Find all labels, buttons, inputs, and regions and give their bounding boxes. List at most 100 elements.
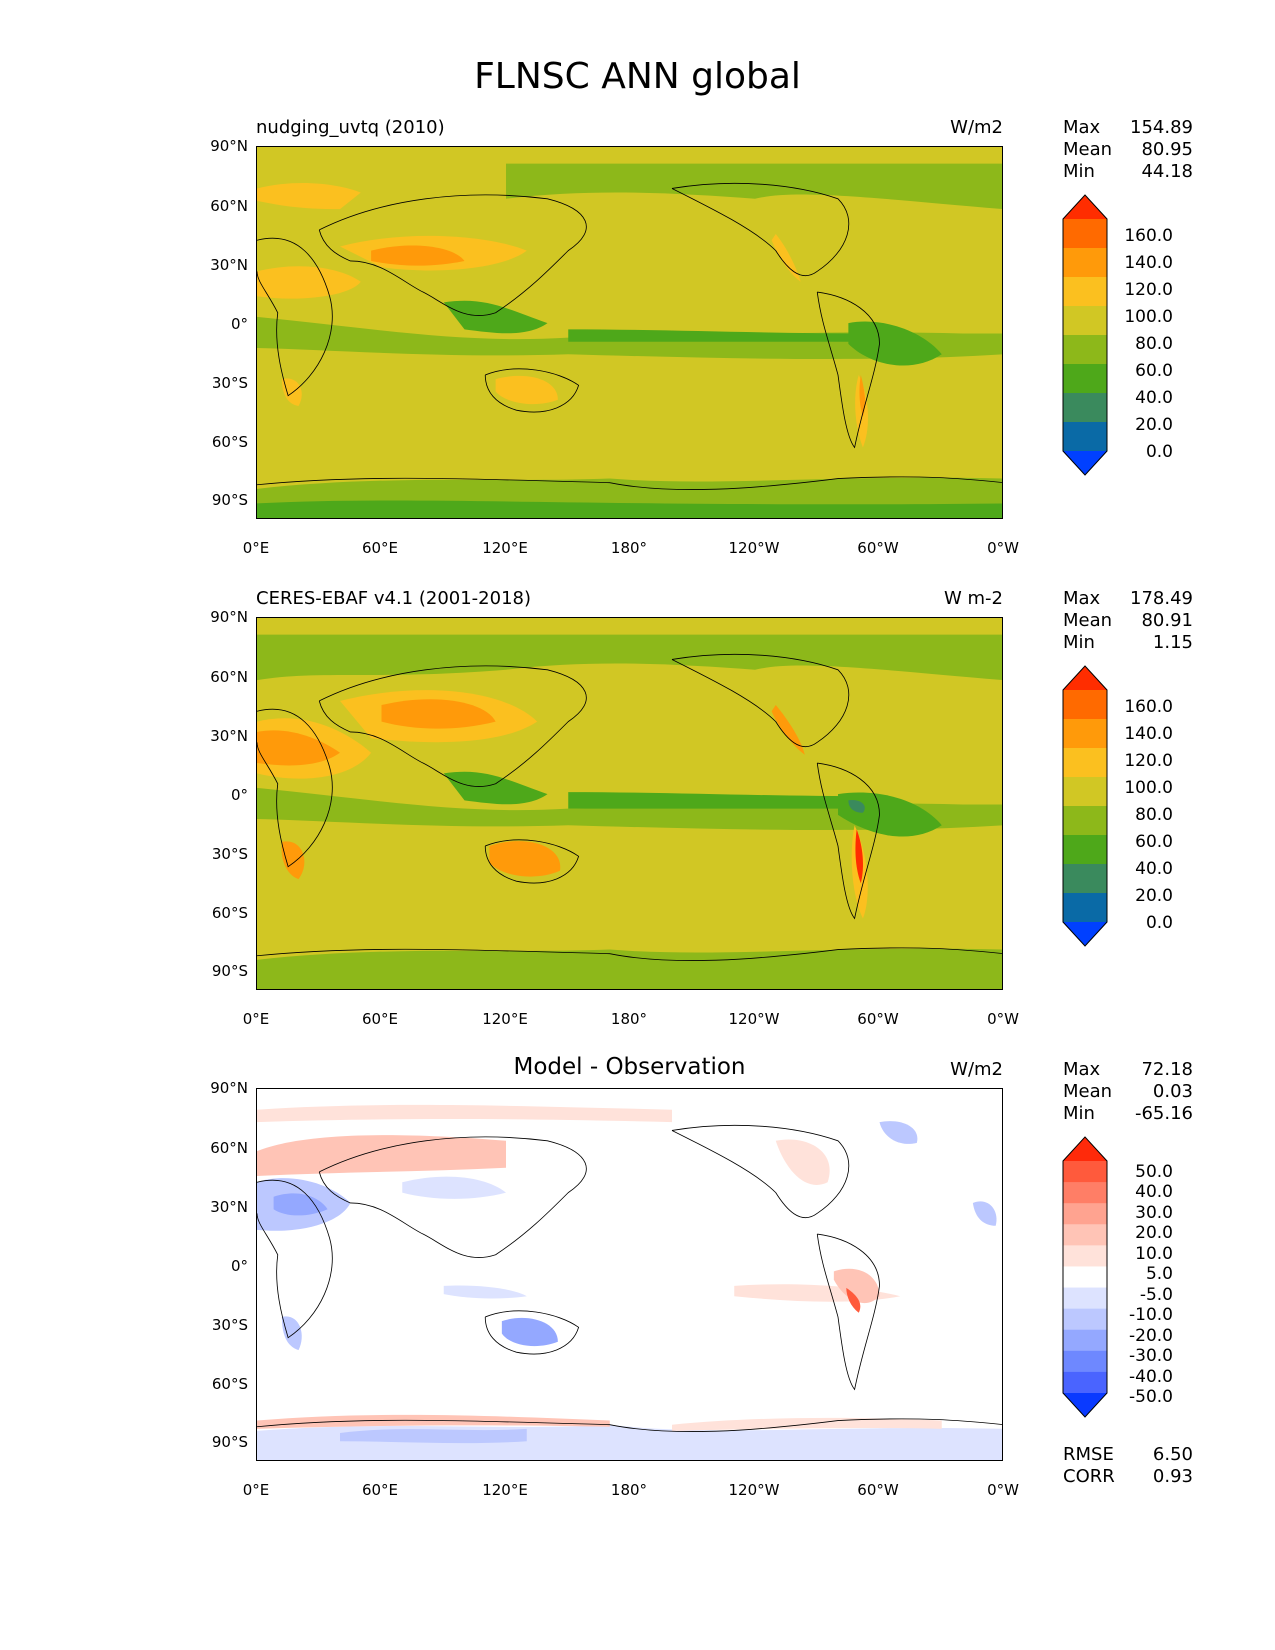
colorbar-segment xyxy=(1063,1161,1107,1183)
colorbar-label: 20.0 xyxy=(1135,1223,1173,1243)
lat-tick-label: 90°S xyxy=(211,491,248,509)
colorbar-segment xyxy=(1063,306,1107,336)
lat-tick-label: 90°S xyxy=(211,962,248,980)
colorbar-label: 60.0 xyxy=(1135,361,1173,381)
colorbar-label: 40.0 xyxy=(1135,859,1173,879)
lat-tick-label: 30°N xyxy=(210,256,248,274)
map-diff xyxy=(256,1088,1003,1461)
colorbar-label: 120.0 xyxy=(1124,280,1173,300)
colorbar-label: -40.0 xyxy=(1129,1367,1173,1387)
figure-title: FLNSC ANN global xyxy=(474,56,801,97)
lon-tick-label: 120°E xyxy=(482,539,528,557)
metric-corr: 0.93 xyxy=(1152,1466,1193,1487)
panel-title-center: Model - Observation xyxy=(513,1054,746,1080)
colorbar-label: 30.0 xyxy=(1135,1203,1173,1223)
colorbar-label: -5.0 xyxy=(1139,1285,1173,1305)
colorbar-segment xyxy=(1063,364,1107,394)
stats-block: Max 178.49 Mean 80.91 Min 1.15 xyxy=(1063,588,1193,654)
colorbar-extend-max xyxy=(1063,1137,1107,1161)
colorbar-svg xyxy=(1062,1136,1108,1418)
stat-min: 1.15 xyxy=(1152,632,1193,653)
stat-label: Mean xyxy=(1063,1081,1113,1102)
colorbar-segment xyxy=(1063,748,1107,778)
stat-label: Min xyxy=(1063,1103,1095,1124)
map-svg-obs xyxy=(257,618,1002,989)
colorbar-segment xyxy=(1063,1266,1107,1289)
colorbar-segment xyxy=(1063,335,1107,365)
colorbar-segment xyxy=(1063,1329,1107,1352)
colorbar-label: 60.0 xyxy=(1135,832,1173,852)
stat-min: 44.18 xyxy=(1141,161,1193,182)
lon-tick-label: 60°E xyxy=(361,539,399,557)
stat-label: Max xyxy=(1063,1059,1101,1080)
colorbar-label: 100.0 xyxy=(1124,307,1173,327)
lat-tick-label: 90°N xyxy=(210,1079,248,1097)
lat-tick-label: 90°N xyxy=(210,137,248,155)
colorbar-label: 80.0 xyxy=(1135,805,1173,825)
lat-tick-label: 30°S xyxy=(211,845,248,863)
stat-mean: 80.91 xyxy=(1141,610,1193,631)
colorbar-label: 40.0 xyxy=(1135,1182,1173,1202)
colorbar-segment xyxy=(1063,777,1107,807)
colorbar-extend-max xyxy=(1063,195,1107,219)
colorbar-extend-max xyxy=(1063,666,1107,690)
colorbar-outline xyxy=(1062,665,1108,947)
stat-label: Mean xyxy=(1063,610,1113,631)
colorbar-label: -30.0 xyxy=(1129,1346,1173,1366)
stat-max: 178.49 xyxy=(1130,588,1193,609)
colorbar-label: 5.0 xyxy=(1145,1264,1173,1284)
lat-tick-label: 0° xyxy=(230,315,248,333)
stat-mean: 0.03 xyxy=(1152,1081,1193,1102)
lat-tick-label: 30°S xyxy=(211,1316,248,1334)
colorbar-segment xyxy=(1063,864,1107,894)
lon-tick-label: 120°W xyxy=(728,1481,780,1499)
stat-label: Mean xyxy=(1063,139,1113,160)
colorbar-segment xyxy=(1063,422,1107,452)
colorbar-outline xyxy=(1062,194,1108,476)
colorbar-label: -10.0 xyxy=(1129,1305,1173,1325)
colorbar-segment xyxy=(1063,835,1107,865)
colorbar-outline xyxy=(1062,1136,1108,1418)
lat-tick-label: 60°S xyxy=(211,904,248,922)
panel-model: nudging_uvtq (2010) W/m2 xyxy=(0,0,1275,557)
stat-label: Min xyxy=(1063,632,1095,653)
lon-tick-label: 0°E xyxy=(242,1481,270,1499)
stat-max: 154.89 xyxy=(1130,117,1193,138)
metric-rmse: 6.50 xyxy=(1152,1444,1193,1465)
stat-max: 72.18 xyxy=(1141,1059,1193,1080)
stats-block: Max 154.89 Mean 80.95 Min 44.18 xyxy=(1063,117,1193,183)
lat-tick-label: 30°N xyxy=(210,1198,248,1216)
lat-tick-label: 60°N xyxy=(210,197,248,215)
colorbar-segment xyxy=(1063,219,1107,249)
map-obs xyxy=(256,617,1003,990)
panel-title-left: CERES-EBAF v4.1 (2001-2018) xyxy=(256,588,532,609)
colorbar-segment xyxy=(1063,690,1107,720)
colorbar-label: 20.0 xyxy=(1135,886,1173,906)
colorbar-segment xyxy=(1063,1245,1107,1267)
map-svg-diff xyxy=(257,1089,1002,1460)
map-model xyxy=(256,146,1003,519)
colorbar-extend-min xyxy=(1063,922,1107,946)
lon-tick-label: 60°E xyxy=(361,1481,399,1499)
lon-tick-label: 60°E xyxy=(361,1010,399,1028)
metric-label: CORR xyxy=(1063,1466,1115,1487)
lat-tick-label: 30°N xyxy=(210,727,248,745)
colorbar-extend-min xyxy=(1063,1393,1107,1417)
panel-units: W m-2 xyxy=(943,588,1003,609)
colorbar-segment xyxy=(1063,1350,1107,1373)
stat-label: Max xyxy=(1063,588,1101,609)
colorbar-segment xyxy=(1063,1308,1107,1331)
colorbar-label: 160.0 xyxy=(1124,226,1173,246)
lat-tick-label: 90°N xyxy=(210,608,248,626)
stat-min: -65.16 xyxy=(1134,1103,1193,1124)
lat-tick-label: 60°N xyxy=(210,668,248,686)
lon-tick-label: 180° xyxy=(610,539,648,557)
colorbar-label: 120.0 xyxy=(1124,751,1173,771)
colorbar-segment xyxy=(1063,393,1107,423)
lon-tick-label: 120°W xyxy=(728,539,780,557)
metric-label: RMSE xyxy=(1063,1444,1114,1465)
colorbar-extend-min xyxy=(1063,451,1107,475)
colorbar-label: 0.0 xyxy=(1145,442,1173,462)
lat-tick-label: 90°S xyxy=(211,1433,248,1451)
panel-units: W/m2 xyxy=(950,117,1003,138)
